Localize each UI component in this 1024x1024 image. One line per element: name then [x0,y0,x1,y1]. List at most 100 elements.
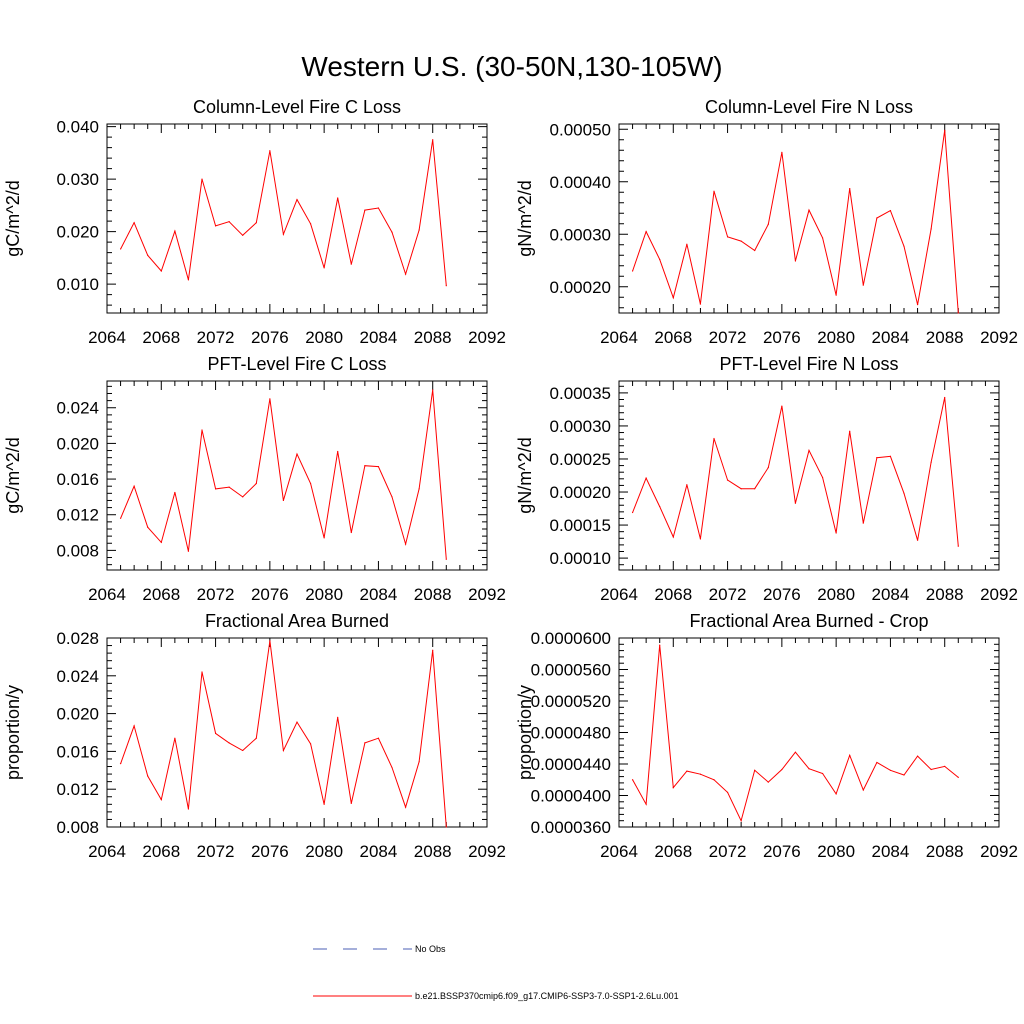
series-line [632,397,959,547]
data-point [119,517,122,519]
y-axis-label: proportion/y [3,685,23,780]
y-tick-label: 0.00015 [550,516,611,535]
y-tick-label: 0.010 [56,275,99,294]
data-point [350,263,352,265]
x-tick-label: 2064 [88,328,126,347]
x-tick-label: 2080 [817,328,855,347]
x-tick-label: 2064 [88,585,126,604]
x-tick-label: 2084 [360,842,398,861]
data-point [174,737,176,739]
x-tick-label: 2068 [142,328,180,347]
data-point [269,150,271,152]
data-point [242,749,244,752]
y-tick-label: 0.012 [56,780,99,799]
data-point [889,210,892,212]
data-point [187,550,190,552]
series-line [120,139,447,286]
y-tick-label: 0.00035 [550,384,611,403]
data-point [174,491,176,494]
data-point [699,773,702,775]
data-point [944,765,946,767]
data-point [821,476,824,479]
x-tick-label: 2088 [414,842,452,861]
data-point [631,511,634,514]
data-point [350,802,352,804]
x-tick-label: 2068 [654,585,692,604]
data-point [309,223,312,225]
x-tick-label: 2064 [600,328,638,347]
x-tick-label: 2068 [142,585,180,604]
y-tick-label: 0.0000480 [531,724,611,743]
x-tick-label: 2088 [414,585,452,604]
data-point [672,787,674,789]
x-tick-label: 2092 [980,842,1018,861]
series-line [120,389,447,560]
y-tick-label: 0.020 [56,434,99,453]
data-point [119,248,122,250]
data-point [916,755,919,757]
data-point [242,234,244,236]
data-point [377,465,380,468]
x-tick-label: 2084 [872,842,910,861]
x-tick-label: 2076 [763,842,801,861]
y-tick-label: 0.008 [56,541,99,560]
data-point [903,492,905,494]
x-tick-label: 2072 [709,585,747,604]
x-tick-label: 2072 [197,842,235,861]
y-tick-label: 0.00030 [550,417,611,436]
data-point [201,178,203,180]
panel-title: Fractional Area Burned [205,611,389,631]
panel-4: PFT-Level Fire N Loss gN/m^2/d 2064 2068 207… [515,354,1018,604]
y-tick-label: 0.00030 [550,225,611,244]
y-tick-label: 0.0000440 [531,755,611,774]
data-point [201,429,203,431]
plot-frame [106,123,488,314]
y-tick-label: 0.028 [56,629,99,648]
x-tick-label: 2088 [414,328,452,347]
data-point [133,485,135,487]
data-point [808,449,810,451]
data-point [889,455,892,457]
data-point [418,761,420,763]
x-tick-label: 2076 [251,842,289,861]
panel-title: Column-Level Fire N Loss [705,97,913,117]
data-point [849,187,851,190]
data-point [391,231,393,233]
data-point [713,437,715,440]
data-point [645,803,647,805]
x-tick-label: 2072 [197,328,235,347]
data-point [445,285,447,287]
data-point [754,769,756,771]
data-point [835,532,837,534]
data-point [282,233,285,235]
data-point [337,716,339,718]
x-tick-label: 2092 [468,328,506,347]
data-point [364,465,366,467]
data-point [794,751,797,753]
data-point [147,775,149,777]
y-tick-label: 0.00050 [550,120,611,139]
y-tick-label: 0.0000600 [531,629,611,648]
y-axis-label: gC/m^2/d [3,180,23,256]
data-point [930,768,932,771]
plot-frame [618,637,1000,828]
data-point [862,522,864,524]
data-point [445,558,447,560]
data-point [350,531,352,534]
series-line [632,645,959,823]
data-point [930,228,932,230]
x-tick-label: 2068 [142,842,180,861]
data-point [686,243,688,245]
data-point [835,793,837,795]
y-axis-label: proportion/y [515,685,535,780]
data-point [160,798,162,801]
x-tick-label: 2076 [763,328,801,347]
y-tick-label: 0.020 [56,705,99,724]
data-point [916,539,919,541]
data-point [659,644,661,646]
y-axis-label: gC/m^2/d [3,437,23,513]
panels: Column-Level Fire C Loss gC/m^2/d 2064 2068… [3,97,1018,861]
y-tick-label: 0.024 [56,399,99,418]
data-point [337,197,339,199]
